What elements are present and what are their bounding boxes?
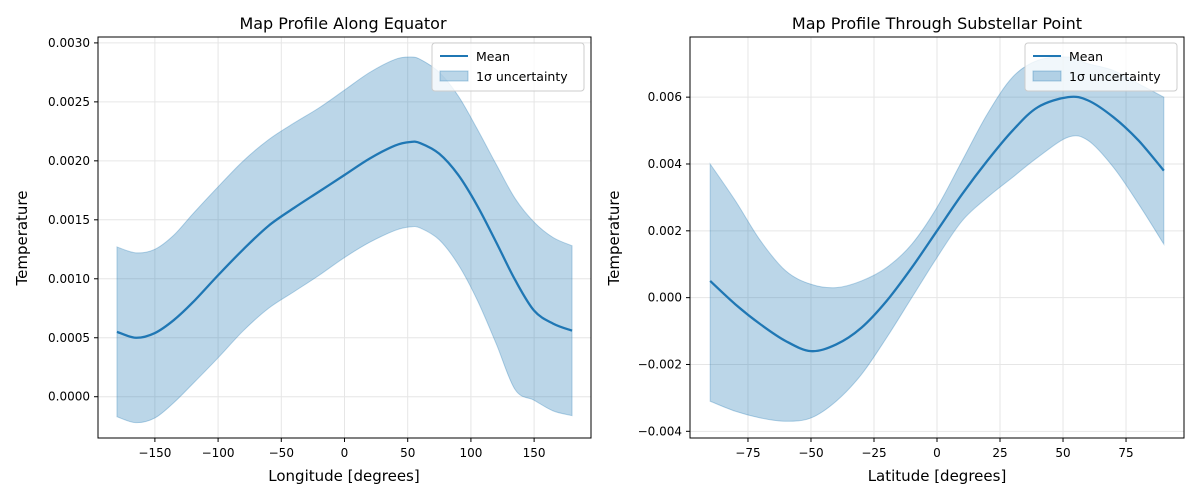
x-tick-label: −100 <box>202 446 235 460</box>
y-tick-label: −0.002 <box>638 357 682 371</box>
y-tick-label: 0.006 <box>648 90 682 104</box>
legend-band-label: 1σ uncertainty <box>1069 69 1161 84</box>
x-ticks: −150 −100 −50 0 50 100 150 <box>138 438 546 460</box>
y-tick-label: 0.0020 <box>48 154 90 168</box>
uncertainty-band <box>116 56 573 424</box>
y-axis-label: Temperature <box>13 190 31 286</box>
chart-title: Map Profile Through Substellar Point <box>792 14 1082 33</box>
legend-mean-label: Mean <box>1069 49 1103 64</box>
x-tick-label: 100 <box>459 446 482 460</box>
legend-frame <box>431 42 585 92</box>
y-tick-label: 0.002 <box>648 224 682 238</box>
x-tick-label: 50 <box>400 446 415 460</box>
y-ticks: −0.004 −0.002 0.000 0.002 0.004 0.006 <box>638 90 690 438</box>
x-tick-label: 0 <box>933 446 941 460</box>
uncertainty-band <box>709 56 1165 422</box>
uncertainty-band-area <box>709 56 1165 422</box>
y-tick-label: 0.000 <box>648 291 682 305</box>
legend: Mean 1σ uncertainty <box>1024 42 1178 92</box>
y-tick-label: 0.0025 <box>48 95 90 109</box>
x-axis-label: Longitude [degrees] <box>268 467 419 485</box>
legend: Mean 1σ uncertainty <box>431 42 585 92</box>
grid <box>690 37 1184 438</box>
x-tick-label: −150 <box>138 446 171 460</box>
y-tick-label: 0.0030 <box>48 36 90 50</box>
x-tick-label: 50 <box>1055 446 1070 460</box>
y-tick-label: 0.004 <box>648 157 682 171</box>
uncertainty-band-area <box>116 56 573 424</box>
chart-title: Map Profile Along Equator <box>239 14 447 33</box>
x-tick-label: 0 <box>341 446 349 460</box>
x-tick-label: 75 <box>1118 446 1133 460</box>
legend-band-swatch <box>439 70 469 82</box>
x-tick-label: −50 <box>269 446 294 460</box>
y-ticks: 0.0000 0.0005 0.0010 0.0015 0.0020 0.0025 0.00… <box>48 36 98 404</box>
x-tick-label: −25 <box>861 446 886 460</box>
mean-line <box>116 140 573 339</box>
x-axis-label: Latitude [degrees] <box>868 467 1007 485</box>
panel-substellar: Map Profile Through Substellar Point −75… <box>605 14 1185 485</box>
y-tick-label: −0.004 <box>638 424 682 438</box>
legend-band-swatch <box>1032 70 1062 82</box>
panel-equator: Map Profile Along Equator −150 −100 −50 0 50… <box>13 14 592 485</box>
y-tick-label: 0.0010 <box>48 272 90 286</box>
legend-frame <box>1024 42 1178 92</box>
x-ticks: −75 −50 −25 0 25 50 75 <box>735 438 1134 460</box>
y-tick-label: 0.0015 <box>48 213 90 227</box>
x-tick-label: 150 <box>523 446 546 460</box>
x-tick-label: −75 <box>735 446 760 460</box>
y-tick-label: 0.0000 <box>48 390 90 404</box>
x-tick-label: 25 <box>992 446 1007 460</box>
mean-line <box>709 95 1165 353</box>
legend-mean-label: Mean <box>476 49 510 64</box>
x-tick-label: −50 <box>798 446 823 460</box>
y-axis-label: Temperature <box>605 190 623 286</box>
legend-band-label: 1σ uncertainty <box>476 69 568 84</box>
y-tick-label: 0.0005 <box>48 331 90 345</box>
